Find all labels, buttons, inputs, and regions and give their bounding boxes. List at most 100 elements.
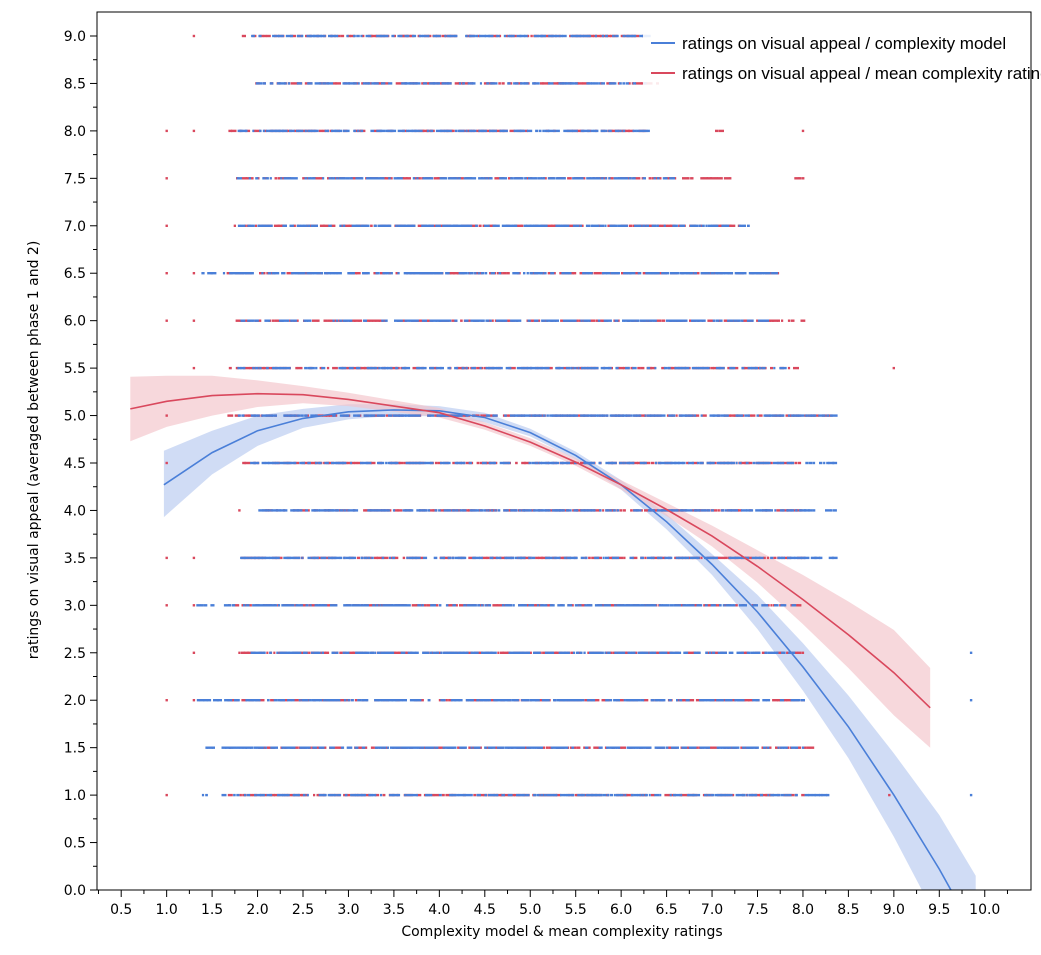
complexity-model-point bbox=[583, 414, 589, 417]
mean-ratings-point bbox=[402, 177, 408, 180]
complexity-model-point bbox=[394, 414, 400, 417]
complexity-model-point bbox=[304, 414, 308, 417]
complexity-model-point bbox=[420, 272, 426, 275]
complexity-model-point bbox=[322, 177, 325, 180]
complexity-model-point bbox=[579, 34, 584, 38]
complexity-model-point bbox=[547, 177, 553, 180]
complexity-model-point bbox=[790, 699, 795, 702]
complexity-model-point bbox=[281, 746, 286, 749]
complexity-model-point bbox=[351, 224, 358, 227]
complexity-model-point bbox=[415, 699, 422, 702]
complexity-model-point bbox=[357, 129, 360, 133]
complexity-model-point bbox=[524, 34, 528, 38]
complexity-model-point bbox=[533, 793, 537, 797]
complexity-model-point bbox=[258, 604, 265, 607]
complexity-model-point bbox=[429, 82, 435, 85]
mean-ratings-point bbox=[266, 272, 269, 275]
mean-ratings-point bbox=[606, 34, 611, 38]
complexity-model-point bbox=[587, 509, 592, 512]
complexity-model-point bbox=[719, 319, 723, 322]
complexity-model-point bbox=[805, 461, 809, 465]
complexity-model-point bbox=[709, 651, 712, 654]
complexity-model-point bbox=[434, 746, 439, 749]
complexity-model-point bbox=[766, 746, 770, 749]
mean-ratings-point bbox=[766, 556, 770, 560]
complexity-model-point bbox=[297, 604, 303, 607]
complexity-model-point bbox=[750, 366, 757, 370]
complexity-model-point bbox=[389, 604, 393, 607]
mean-ratings-point bbox=[440, 509, 444, 512]
complexity-model-point bbox=[478, 177, 483, 180]
complexity-model-point bbox=[510, 556, 515, 560]
complexity-model-point bbox=[388, 82, 393, 85]
complexity-model-point bbox=[828, 461, 835, 465]
complexity-model-point bbox=[451, 793, 457, 797]
complexity-model-point bbox=[443, 177, 448, 180]
mean-ratings-point bbox=[806, 746, 811, 749]
complexity-model-point bbox=[608, 366, 612, 370]
complexity-model-point bbox=[612, 556, 617, 560]
complexity-model-point bbox=[672, 224, 678, 227]
complexity-model-point bbox=[345, 319, 350, 322]
complexity-model-point bbox=[233, 793, 236, 797]
complexity-model-point bbox=[715, 272, 718, 275]
complexity-model-point bbox=[443, 414, 449, 417]
mean-ratings-point bbox=[526, 34, 530, 38]
complexity-model-point bbox=[503, 461, 508, 465]
complexity-model-point bbox=[311, 556, 315, 560]
complexity-model-point bbox=[366, 651, 370, 654]
complexity-model-point bbox=[293, 509, 299, 512]
complexity-model-point bbox=[564, 651, 570, 654]
complexity-model-point bbox=[723, 414, 729, 417]
complexity-model-point bbox=[653, 414, 659, 417]
complexity-model-point bbox=[553, 556, 556, 560]
complexity-model-point bbox=[449, 793, 453, 797]
complexity-model-point bbox=[268, 129, 274, 133]
mean-ratings-point bbox=[483, 82, 488, 85]
mean-ratings-point bbox=[775, 746, 780, 749]
complexity-model-point bbox=[425, 651, 430, 654]
complexity-model-point bbox=[413, 414, 416, 417]
complexity-model-point bbox=[435, 224, 441, 227]
mean-ratings-point bbox=[304, 461, 310, 465]
complexity-model-point bbox=[521, 604, 527, 607]
mean-ratings-point bbox=[438, 699, 441, 702]
complexity-model-point bbox=[779, 556, 785, 560]
mean-ratings-point bbox=[510, 366, 516, 370]
complexity-model-point bbox=[527, 651, 531, 654]
x-tick-label: 9.5 bbox=[928, 902, 950, 918]
complexity-model-point bbox=[791, 509, 795, 512]
complexity-model-point bbox=[598, 461, 602, 465]
complexity-model-point bbox=[565, 366, 571, 370]
mean-ratings-point bbox=[485, 461, 492, 465]
mean-ratings-point bbox=[263, 34, 267, 38]
mean-ratings-point bbox=[498, 34, 502, 38]
mean-ratings-point bbox=[719, 556, 725, 560]
complexity-model-point bbox=[786, 461, 792, 465]
complexity-model-point bbox=[376, 177, 382, 180]
complexity-model-point bbox=[401, 82, 407, 85]
mean-ratings-point bbox=[238, 651, 241, 654]
x-tick-label: 8.0 bbox=[792, 902, 814, 918]
complexity-model-point bbox=[458, 82, 462, 85]
complexity-model-point bbox=[587, 366, 591, 370]
complexity-model-point bbox=[524, 509, 530, 512]
complexity-model-point bbox=[280, 177, 283, 180]
complexity-model-point bbox=[488, 366, 494, 370]
mean-ratings-ci-band bbox=[130, 375, 931, 748]
complexity-model-point bbox=[763, 414, 766, 417]
complexity-model-point bbox=[563, 129, 566, 133]
complexity-model-point bbox=[548, 82, 554, 85]
complexity-model-point bbox=[826, 461, 830, 465]
complexity-model-point bbox=[565, 82, 572, 85]
complexity-model-point bbox=[289, 129, 295, 133]
complexity-model-point bbox=[472, 556, 476, 560]
mean-ratings-point bbox=[770, 461, 773, 465]
complexity-model-point bbox=[604, 177, 607, 180]
complexity-model-point bbox=[525, 793, 530, 797]
mean-ratings-point bbox=[273, 793, 278, 797]
complexity-model-point bbox=[715, 366, 721, 370]
complexity-model-point bbox=[822, 414, 826, 417]
complexity-model-point bbox=[238, 272, 244, 275]
mean-ratings-point bbox=[364, 319, 371, 322]
